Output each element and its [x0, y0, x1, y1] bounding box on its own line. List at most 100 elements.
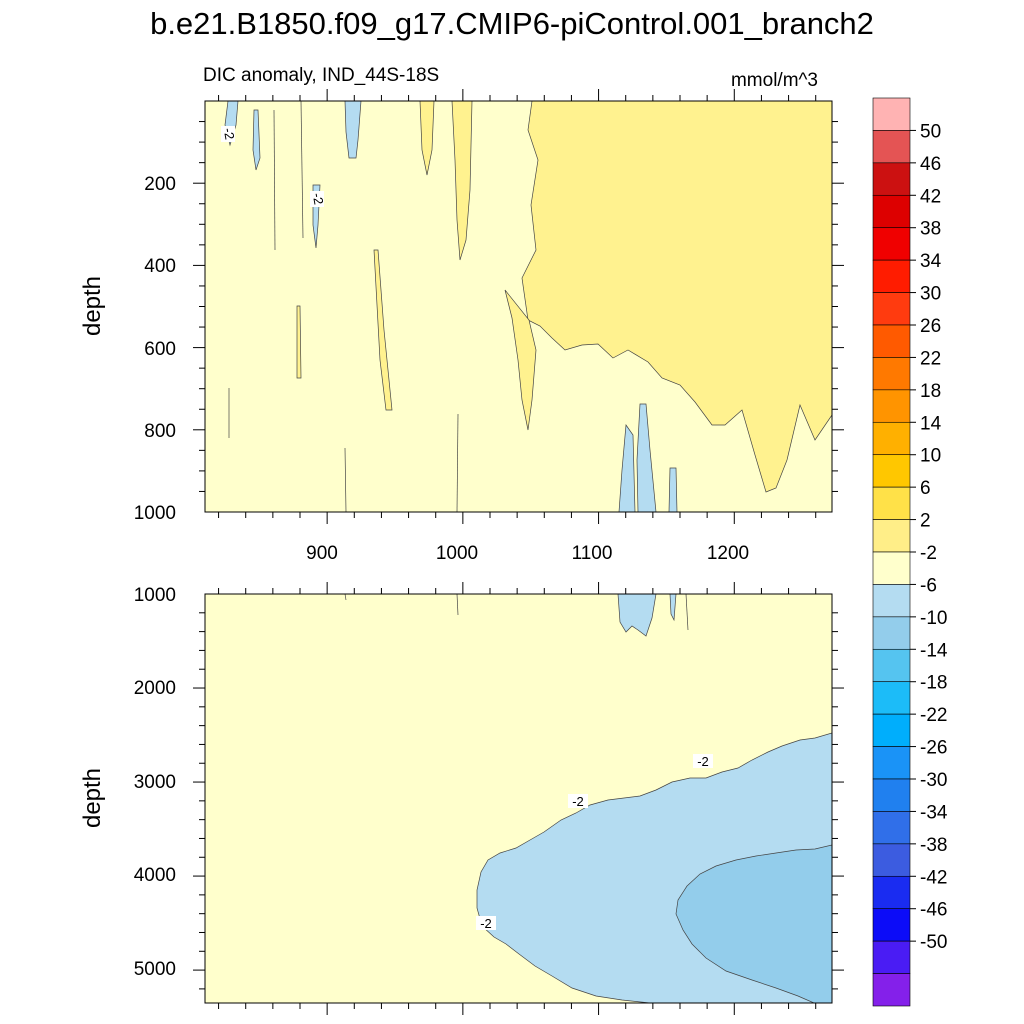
colorbar-swatch — [872, 875, 911, 910]
lower-ticks — [193, 582, 844, 1015]
colorbar-swatch — [872, 519, 911, 553]
y-tick-label: 1000 — [134, 503, 176, 524]
colorbar-label: -10 — [920, 608, 947, 629]
colorbar-label: -50 — [920, 932, 947, 953]
colorbar-swatch — [872, 551, 911, 585]
colorbar-swatch — [872, 973, 911, 1007]
colorbar-swatch — [872, 162, 911, 196]
colorbar-label: 42 — [920, 186, 941, 207]
colorbar-swatch — [872, 648, 911, 683]
colorbar-swatch — [872, 746, 911, 780]
colorbar-label: 34 — [920, 251, 942, 272]
colorbar-label: 22 — [920, 348, 941, 369]
colorbar-swatch — [872, 227, 911, 261]
upper-contour-line — [300, 101, 304, 239]
x-tick-label: 900 — [306, 543, 338, 564]
colorbar-label: -22 — [920, 705, 947, 726]
colorbar-label: 26 — [920, 316, 941, 337]
colorbar-label: -26 — [920, 738, 947, 759]
colorbar-swatch — [872, 357, 911, 391]
x-tick-label: 1200 — [707, 543, 749, 564]
colorbar-swatch — [872, 292, 911, 326]
y-tick-label: 5000 — [134, 959, 176, 980]
chart-title: b.e21.B1850.f09_g17.CMIP6-piControl.001_… — [150, 6, 874, 41]
upper-negative-region — [252, 109, 261, 171]
colorbar-label: -30 — [920, 770, 947, 791]
y-tick-label: 1000 — [134, 585, 176, 606]
colorbar-label: -42 — [920, 867, 947, 888]
x-tick-label: 1100 — [572, 543, 613, 564]
upper-contour-line — [456, 413, 459, 512]
upper-contour-line — [273, 109, 276, 251]
colorbar: 50 46 42 38 34 30 26 22 18 14 10 6 2 -2 -6 -10 -14 -18 -22… — [872, 97, 948, 1007]
colorbar-swatch — [872, 454, 911, 488]
lower-negative-region — [617, 594, 657, 637]
upper-panel: -2 -2 900 1000 1100 1200 200 400 600 800… — [79, 89, 844, 564]
y-tick-label: 600 — [144, 339, 176, 360]
colorbar-swatch — [872, 194, 911, 229]
colorbar-label: -2 — [920, 543, 937, 564]
colorbar-label: -6 — [920, 575, 937, 596]
y-tick-label: 3000 — [134, 772, 176, 793]
colorbar-swatch — [872, 324, 911, 358]
lower-contour-line — [344, 594, 347, 601]
colorbar-label: 18 — [920, 381, 941, 402]
colorbar-label: 50 — [920, 121, 941, 142]
upper-positive-streak — [296, 305, 302, 379]
colorbar-label: 14 — [920, 413, 942, 434]
colorbar-swatch — [872, 843, 911, 877]
lower-contour-fills — [344, 594, 832, 1003]
colorbar-swatch — [872, 713, 911, 747]
svg-text:-2: -2 — [572, 794, 584, 809]
colorbar-swatch — [872, 616, 911, 650]
svg-text:-2: -2 — [221, 127, 238, 141]
colorbar-label: 38 — [920, 219, 941, 240]
colorbar-swatch — [872, 130, 911, 164]
colorbar-swatch — [872, 389, 911, 423]
lower-contour-label: -2 — [476, 916, 496, 931]
svg-text:-2: -2 — [480, 916, 492, 931]
colorbar-label: 2 — [920, 511, 931, 532]
upper-contour-label: -2 — [310, 191, 326, 207]
colorbar-swatch — [872, 778, 911, 812]
lower-plot-frame — [204, 593, 833, 1004]
upper-contour-fills — [224, 101, 832, 512]
y-tick-label: 4000 — [134, 865, 176, 886]
upper-y-axis-label: depth — [79, 276, 106, 336]
colorbar-label: -34 — [920, 802, 948, 823]
upper-positive-streak — [419, 101, 435, 176]
upper-negative-region — [668, 467, 678, 512]
svg-text:-2: -2 — [697, 754, 709, 769]
colorbar-swatch — [872, 584, 911, 618]
colorbar-swatch — [872, 259, 911, 293]
colorbar-swatch — [872, 940, 911, 974]
upper-positive-streak — [451, 101, 473, 261]
colorbar-label: 46 — [920, 154, 941, 175]
units-label: mmol/m^3 — [731, 70, 818, 91]
lower-contour-label: -2 — [693, 754, 713, 769]
upper-positive-streak — [373, 249, 393, 411]
colorbar-swatch — [872, 908, 911, 942]
lower-y-axis-label: depth — [79, 768, 106, 828]
lower-contour-line — [685, 594, 689, 631]
y-tick-label: 2000 — [134, 678, 176, 699]
lower-contour-line — [456, 594, 459, 616]
colorbar-label: 30 — [920, 284, 941, 305]
upper-contour-line — [344, 447, 347, 512]
colorbar-label: -14 — [920, 640, 948, 661]
colorbar-label: 10 — [920, 446, 941, 467]
lower-negative-region — [669, 594, 677, 622]
upper-contour-label: -2 — [221, 126, 238, 142]
y-tick-label: 400 — [144, 256, 176, 277]
colorbar-label: -18 — [920, 673, 947, 694]
upper-ticks — [193, 89, 844, 524]
lower-contour-label: -2 — [568, 794, 588, 809]
x-tick-label: 1000 — [436, 543, 478, 564]
colorbar-swatch — [872, 97, 911, 131]
lower-deep-negative-region — [675, 844, 832, 1003]
colorbar-swatch — [872, 811, 911, 845]
y-tick-label: 200 — [144, 174, 176, 195]
colorbar-label: -46 — [920, 900, 947, 921]
lower-panel: -2 -2 -2 1000 2000 3000 4000 5000 depth — [79, 582, 844, 1015]
